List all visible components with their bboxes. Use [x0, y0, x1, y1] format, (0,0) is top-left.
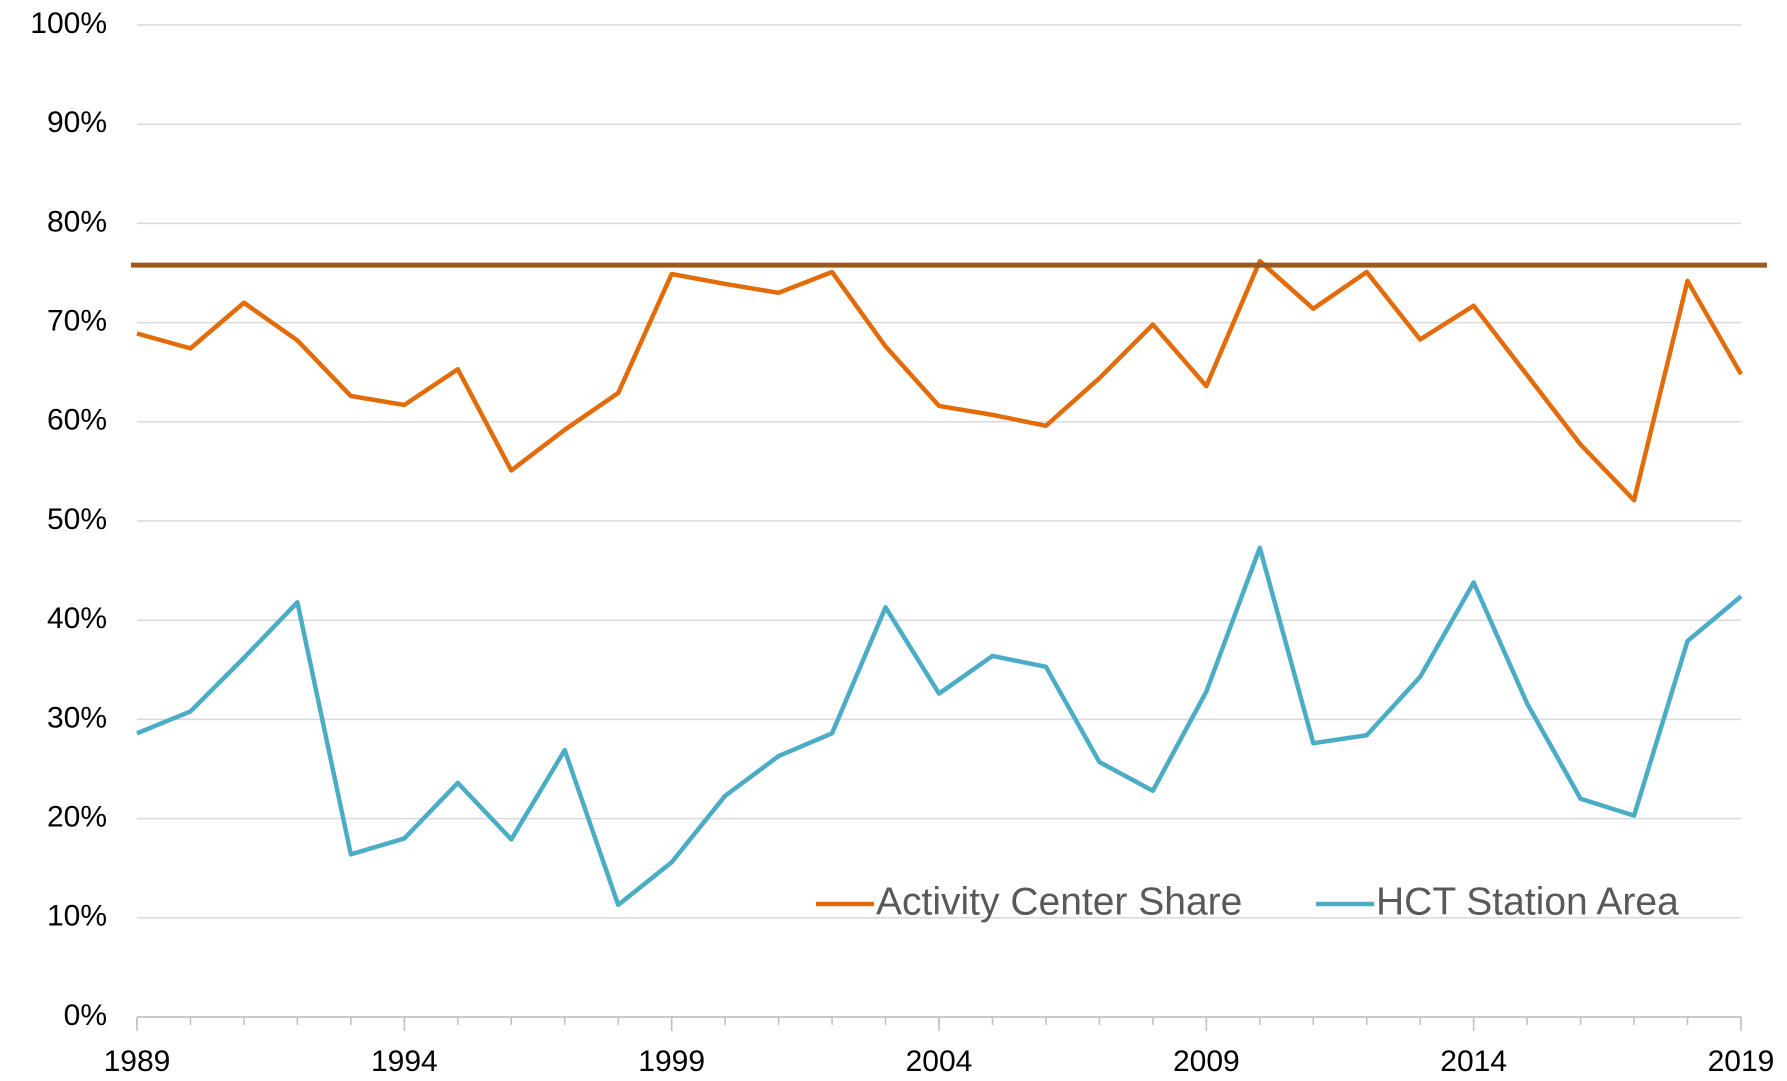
x-tick-label: 2019 — [1708, 1045, 1775, 1078]
y-tick-label: 0% — [64, 999, 107, 1032]
series-line — [136, 545, 1743, 908]
x-tick-label: 1989 — [104, 1045, 171, 1078]
y-tick-label: 90% — [47, 106, 107, 139]
x-tick-label: 2014 — [1440, 1045, 1507, 1078]
y-tick-label: 70% — [47, 305, 107, 338]
y-tick-label: 50% — [47, 503, 107, 536]
y-tick-label: 60% — [47, 404, 107, 437]
x-tick-label: 2009 — [1173, 1045, 1240, 1078]
legend-text: HCT Station Area — [1376, 880, 1679, 923]
x-tick-label: 1994 — [371, 1045, 438, 1078]
y-tick-label: 40% — [47, 602, 107, 635]
y-tick-label: 20% — [47, 801, 107, 834]
x-tick-label: 2004 — [906, 1045, 973, 1078]
y-tick-label: 10% — [47, 900, 107, 933]
legend-text: Activity Center Share — [876, 880, 1242, 923]
series-line — [136, 258, 1743, 503]
x-tick-label: 1999 — [638, 1045, 705, 1078]
y-tick-label: 80% — [47, 205, 107, 238]
y-tick-label: 30% — [47, 701, 107, 734]
y-tick-label: 100% — [30, 7, 107, 40]
